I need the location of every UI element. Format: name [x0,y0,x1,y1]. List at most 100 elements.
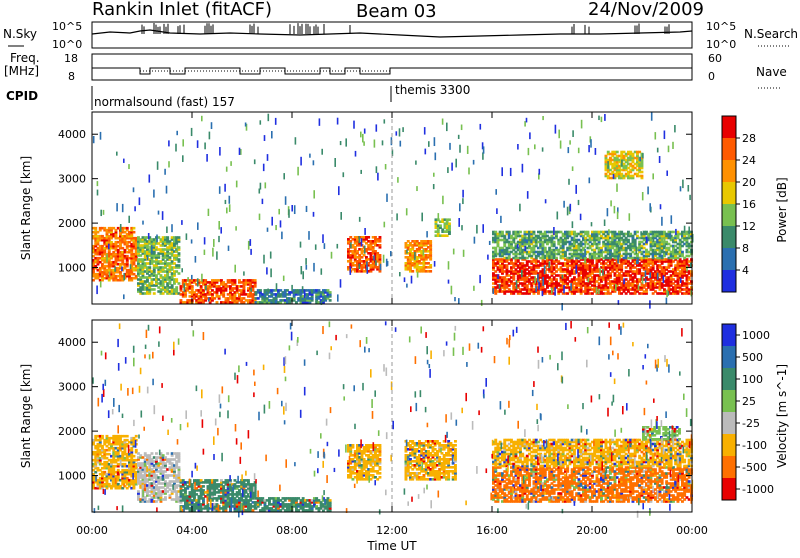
range-time-cell [568,147,570,153]
range-time-cell [359,264,361,269]
range-time-cell [126,435,129,438]
range-time-cell [476,225,478,234]
range-time-cell [406,250,408,254]
range-time-cell [553,227,555,235]
range-time-cell [646,237,648,244]
range-time-cell [666,290,668,298]
range-time-cell [225,200,227,204]
range-time-cell [406,284,408,288]
range-time-cell [623,278,625,284]
range-time-cell [177,245,179,253]
range-time-cell [276,283,278,290]
range-time-cell [604,220,606,226]
range-time-cell [560,141,562,149]
range-time-cell [267,154,269,161]
range-time-cell [386,194,388,202]
range-time-cell [664,131,666,140]
range-time-cell [250,288,252,292]
range-time-cell [544,247,547,250]
range-time-cell [578,200,580,205]
range-time-cell [181,268,183,272]
range-time-cell [267,228,269,232]
noise-tick-left-high: 10^5 [52,20,82,33]
noise-tick-right-low: 10^0 [706,38,736,51]
range-time-cell [158,211,160,215]
range-time-cell [429,270,432,273]
range-time-cell [133,187,135,192]
range-time-cell [524,121,526,126]
range-time-cell [524,246,526,251]
range-time-cell [181,220,183,225]
range-time-cell [162,211,164,220]
nave-tick-low: 0 [708,70,715,83]
range-time-cell [295,137,297,144]
range-time-cell [266,267,268,274]
range-time-cell [243,271,245,275]
range-time-cell [361,238,363,246]
range-time-cell [359,217,361,222]
range-time-cell [375,260,377,265]
range-time-cell [211,122,213,129]
range-time-cell [570,283,572,290]
range-time-cell [133,231,136,234]
range-time-cell [642,277,644,284]
range-time-cell [598,289,600,294]
range-time-cell [384,119,386,123]
range-time-cell [578,148,580,153]
range-time-cell [355,151,357,157]
range-time-cell [451,163,453,171]
range-time-cell [329,291,332,294]
range-time-cell [153,292,156,295]
range-time-cell [517,144,519,150]
colorbar-swatch [722,160,736,183]
range-time-cell [283,276,285,281]
range-time-cell [635,246,637,254]
range-time-cell [474,237,476,244]
cpid-row: CPID normalsound (fast) 157 themis 3300 [6,83,470,110]
range-time-cell [558,130,560,139]
range-time-cell [423,249,425,255]
range-time-cell [442,196,444,204]
range-time-cell [535,286,537,292]
range-time-cell [319,118,321,125]
range-time-cell [345,138,347,146]
range-time-cell [376,166,378,173]
range-time-cell [454,297,456,301]
range-time-cell [229,204,231,212]
range-time-cell [135,435,138,438]
range-time-cell [94,227,97,230]
range-time-cell [533,231,536,234]
range-time-cell [260,183,262,190]
noise-tick-left-low: 10^0 [52,38,82,51]
range-time-cell [178,282,181,285]
range-time-cell [638,285,640,290]
range-time-cell [204,143,206,150]
range-time-cell [425,149,427,155]
range-time-cell [128,216,130,223]
range-time-cell [309,154,311,158]
range-time-cell [616,151,619,154]
range-time-cell [459,145,461,153]
range-time-cell [250,249,252,255]
range-time-cell [563,285,565,293]
range-time-cell [487,255,489,260]
y-tick-label: 2000 [58,217,86,230]
range-time-cell [570,204,572,212]
range-time-cell [168,161,170,167]
range-time-cell [157,161,159,169]
range-time-cell [534,144,536,149]
range-time-cell [385,164,387,169]
range-time-cell [501,231,504,234]
power-colorbar-label: Power [dB] [775,177,789,242]
range-time-cell [448,280,450,284]
range-time-cell [462,198,464,204]
nave-tick-high: 60 [708,52,722,65]
range-time-cell [313,263,315,272]
range-time-cell [660,204,662,209]
range-time-cell [604,114,606,121]
range-time-cell [254,159,256,164]
range-time-cell [668,146,670,153]
range-time-cell [574,231,576,239]
